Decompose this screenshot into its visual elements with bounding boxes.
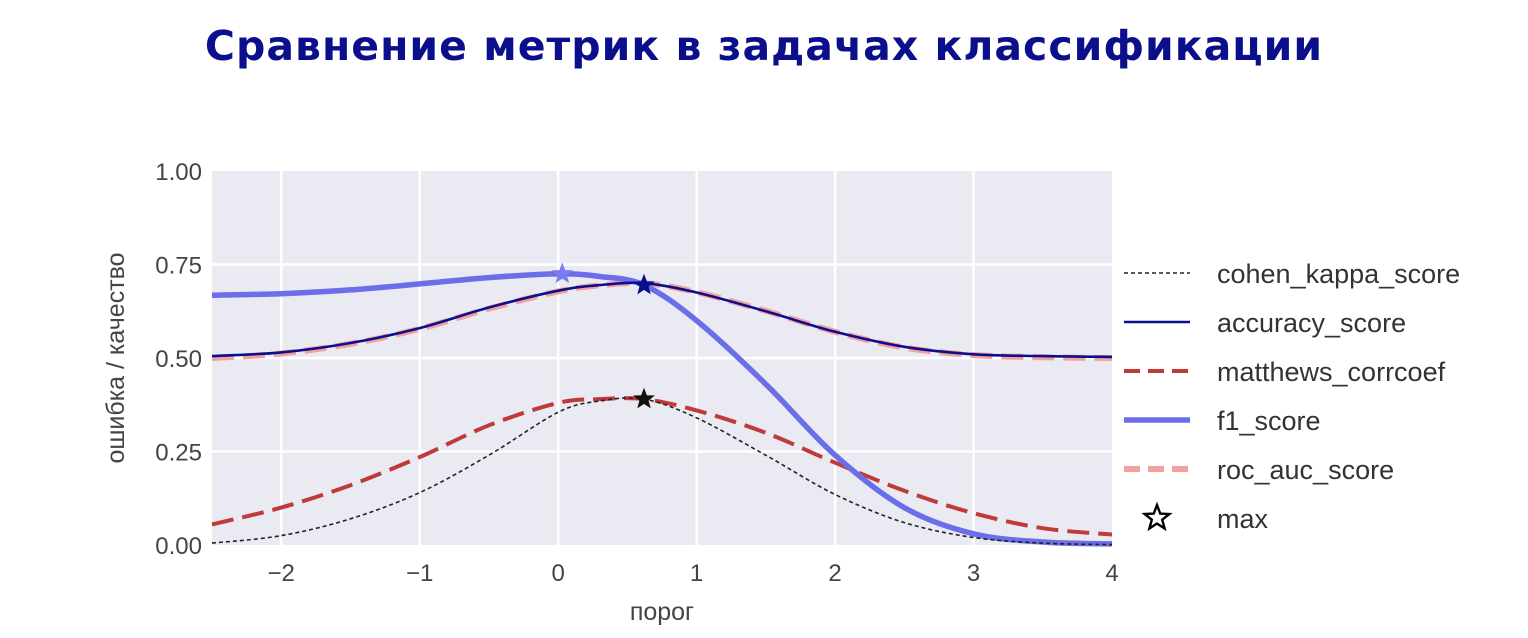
- max-star-f1-score: [551, 262, 574, 284]
- legend-label: f1_score: [1217, 406, 1321, 436]
- y-tick-label: 0.25: [155, 440, 202, 467]
- legend-label: roc_auc_score: [1217, 455, 1394, 485]
- legend-star-icon: [1141, 501, 1173, 532]
- tick-labels: −2 −1 0 1 2 3 4 0.00 0.25 0.50 0.75 1.00: [155, 159, 1118, 587]
- x-tick-label: 2: [828, 560, 841, 587]
- x-axis-label: порог: [630, 598, 694, 626]
- legend-label: cohen_kappa_score: [1217, 259, 1460, 289]
- x-tick-label: 3: [967, 560, 980, 587]
- y-tick-label: 0.50: [155, 346, 202, 373]
- legend-label: matthews_corrcoef: [1217, 357, 1446, 387]
- y-tick-label: 0.00: [155, 533, 202, 560]
- grid-lines: [212, 171, 1112, 545]
- max-star-accuracy-score: [633, 273, 655, 295]
- legend-label: max: [1217, 504, 1269, 534]
- y-axis-label: ошибка / качество: [102, 252, 130, 463]
- y-tick-label: 0.75: [155, 253, 202, 280]
- max-star-cohen-kappa-score: [633, 387, 655, 409]
- max-markers: [551, 262, 655, 409]
- x-tick-label: 0: [551, 560, 564, 587]
- series-line-f1-score: [211, 271, 1113, 547]
- x-tick-label: 4: [1105, 560, 1118, 587]
- legend: cohen_kappa_score accuracy_score matthews_…: [1124, 259, 1460, 534]
- x-tick-label: −1: [406, 560, 433, 587]
- x-tick-label: 1: [690, 560, 703, 587]
- slide-title: Сравнение метрик в задачах классификации: [204, 22, 1324, 70]
- legend-label: accuracy_score: [1217, 308, 1406, 338]
- y-tick-label: 1.00: [155, 159, 202, 186]
- x-tick-label: −2: [268, 560, 295, 587]
